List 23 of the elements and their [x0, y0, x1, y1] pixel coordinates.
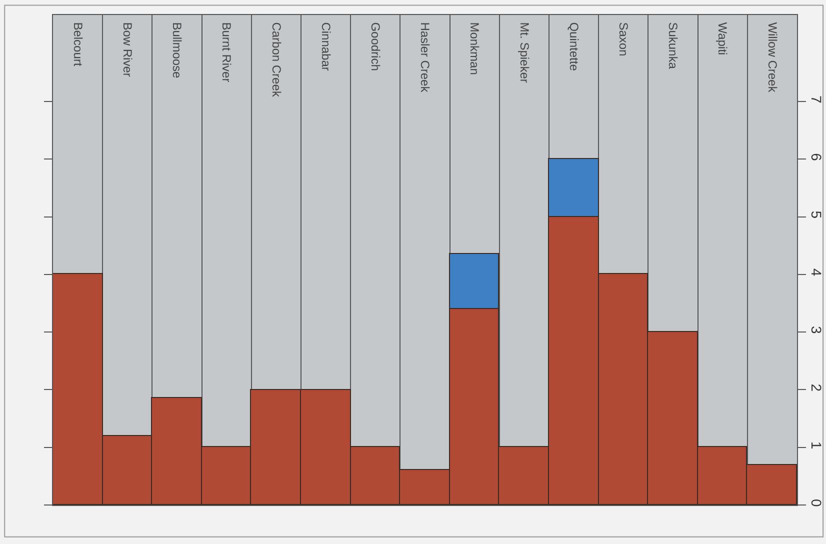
x-tick-label: Burnt River	[220, 22, 234, 82]
x-tick-label: Quintette	[566, 22, 581, 72]
y-tick-label: 0	[808, 499, 825, 507]
y-tick-label: 2	[808, 384, 825, 392]
y-tick-label: 3	[808, 326, 825, 334]
x-tick-label: Sukunka	[666, 22, 680, 70]
y-tick-label: 5	[808, 210, 825, 219]
x-tick-label: Monkman	[468, 22, 482, 75]
y-tick-label: 4	[808, 268, 825, 276]
x-tick-label: Belcourt	[70, 22, 85, 67]
x-tick-label: Hasler Creek	[418, 22, 432, 94]
x-tick-label: Wapiti	[716, 22, 730, 56]
y-tick-label: 1	[808, 441, 825, 450]
x-tick-label: Bullmoose	[170, 22, 184, 79]
x-tick-label: Mt. Spieker	[517, 22, 532, 83]
x-tick-label: Willow Creek	[765, 22, 780, 94]
y-tick-label: 6	[808, 153, 825, 162]
x-tick-label: Goodrich	[368, 22, 382, 71]
x-tick-label: Cinnabar	[318, 22, 333, 71]
x-tick-label: Saxon	[616, 22, 630, 56]
y-tick-label: 7	[808, 95, 825, 104]
x-tick-label: Carbon Creek	[269, 22, 284, 98]
x-tick-label: Bow River	[120, 22, 134, 77]
